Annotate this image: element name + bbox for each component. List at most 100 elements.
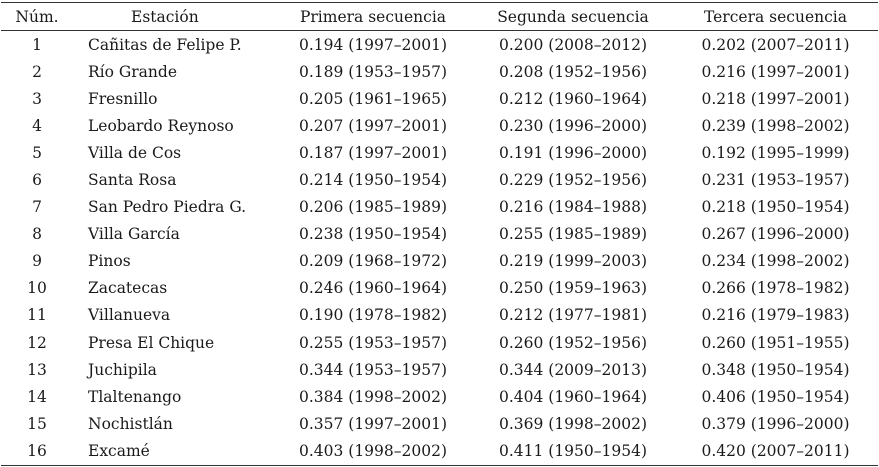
cell-num: 4 — [32, 116, 42, 135]
header-primera: Primera secuencia — [299, 7, 447, 26]
cell-segunda: 0.229 (1952–1956) — [498, 171, 648, 190]
cell-estacion: Juchipila — [88, 360, 157, 379]
cell-estacion: Tlaltenango — [88, 387, 182, 406]
cell-segunda: 0.219 (1999–2003) — [498, 252, 648, 271]
table-row: 13 Juchipila 0.344 (1953–1957) 0.344 (2009–… — [1, 356, 878, 383]
cell-segunda: 0.212 (1960–1964) — [498, 89, 648, 108]
cell-tercera: 0.216 (1997–2001) — [701, 62, 850, 81]
cell-tercera: 0.239 (1998–2002) — [701, 116, 850, 135]
cell-estacion: Río Grande — [88, 62, 177, 81]
cell-tercera: 0.218 (1950–1954) — [701, 198, 850, 217]
cell-estacion: Cañitas de Felipe P. — [88, 35, 242, 54]
cell-primera: 0.214 (1950–1954) — [298, 171, 448, 190]
cell-primera: 0.255 (1953–1957) — [298, 333, 448, 352]
cell-estacion: Leobardo Reynoso — [88, 116, 234, 135]
cell-segunda: 0.216 (1984–1988) — [498, 198, 648, 217]
cell-estacion: Santa Rosa — [88, 171, 177, 190]
cell-segunda: 0.411 (1950–1954) — [498, 441, 648, 460]
cell-num: 1 — [32, 35, 42, 54]
cell-num: 2 — [32, 62, 42, 81]
cell-primera: 0.190 (1978–1982) — [298, 306, 448, 325]
cell-primera: 0.207 (1997–2001) — [298, 116, 448, 135]
table-row: 14 Tlaltenango 0.384 (1998–2002) 0.404 (196… — [1, 383, 878, 410]
cell-num: 3 — [32, 89, 42, 108]
cell-num: 9 — [32, 252, 42, 271]
cell-primera: 0.194 (1997–2001) — [298, 35, 448, 54]
table-row: 9 Pinos 0.209 (1968–1972) 0.219 (1999–2003)… — [1, 248, 878, 275]
cell-num: 14 — [27, 387, 47, 406]
cell-num: 6 — [32, 171, 42, 190]
cell-num: 13 — [27, 360, 47, 379]
cell-segunda: 0.212 (1977–1981) — [498, 306, 648, 325]
cell-tercera: 0.234 (1998–2002) — [701, 252, 850, 271]
cell-segunda: 0.200 (2008–2012) — [498, 35, 648, 54]
table-row: 4 Leobardo Reynoso 0.207 (1997–2001) 0.230 … — [1, 112, 878, 139]
cell-segunda: 0.344 (2009–2013) — [498, 360, 648, 379]
table-row: 16 Excamé 0.403 (1998–2002) 0.411 (1950–195… — [1, 437, 878, 465]
cell-tercera: 0.202 (2007–2011) — [701, 35, 850, 54]
cell-num: 15 — [27, 414, 47, 433]
cell-segunda: 0.369 (1998–2002) — [498, 414, 648, 433]
cell-estacion: Pinos — [88, 252, 131, 271]
cell-primera: 0.206 (1985–1989) — [298, 198, 448, 217]
cell-tercera: 0.420 (2007–2011) — [701, 441, 850, 460]
header-estacion: Estación — [131, 7, 199, 26]
table-row: 6 Santa Rosa 0.214 (1950–1954) 0.229 (1952–… — [1, 166, 878, 193]
cell-tercera: 0.379 (1996–2000) — [701, 414, 850, 433]
cell-estacion: Villanueva — [88, 306, 171, 325]
cell-segunda: 0.404 (1960–1964) — [498, 387, 648, 406]
header-segunda: Segunda secuencia — [497, 7, 649, 26]
cell-tercera: 0.216 (1979–1983) — [701, 306, 850, 325]
cell-tercera: 0.260 (1951–1955) — [701, 333, 850, 352]
cell-segunda: 0.191 (1996–2000) — [498, 143, 648, 162]
table-row: 10 Zacatecas 0.246 (1960–1964) 0.250 (1959–… — [1, 275, 878, 302]
header-num: Núm. — [15, 7, 59, 26]
table-row: 1 Cañitas de Felipe P. 0.194 (1997–2001) 0.… — [1, 31, 878, 59]
cell-primera: 0.187 (1997–2001) — [298, 143, 448, 162]
cell-num: 8 — [32, 225, 42, 244]
cell-segunda: 0.230 (1996–2000) — [498, 116, 648, 135]
cell-primera: 0.189 (1953–1957) — [298, 62, 448, 81]
cell-primera: 0.205 (1961–1965) — [298, 89, 448, 108]
cell-segunda: 0.250 (1959–1963) — [498, 279, 648, 298]
cell-segunda: 0.208 (1952–1956) — [498, 62, 648, 81]
table-row: 8 Villa García 0.238 (1950–1954) 0.255 (198… — [1, 221, 878, 248]
cell-tercera: 0.192 (1995–1999) — [701, 143, 850, 162]
cell-primera: 0.246 (1960–1964) — [298, 279, 448, 298]
cell-estacion: Nochistlán — [88, 414, 173, 433]
cell-estacion: Zacatecas — [88, 279, 168, 298]
cell-segunda: 0.255 (1985–1989) — [498, 225, 648, 244]
cell-estacion: Excamé — [88, 441, 150, 460]
cell-estacion: Villa García — [88, 225, 180, 244]
cell-num: 7 — [32, 198, 42, 217]
cell-primera: 0.209 (1968–1972) — [298, 252, 448, 271]
cell-estacion: Villa de Cos — [88, 143, 182, 162]
table-row: 11 Villanueva 0.190 (1978–1982) 0.212 (1977… — [1, 302, 878, 329]
cell-primera: 0.238 (1950–1954) — [298, 225, 448, 244]
cell-num: 16 — [27, 441, 47, 460]
cell-segunda: 0.260 (1952–1956) — [498, 333, 648, 352]
cell-estacion: San Pedro Piedra G. — [88, 198, 247, 217]
cell-primera: 0.357 (1997–2001) — [298, 414, 448, 433]
cell-tercera: 0.231 (1953–1957) — [701, 171, 850, 190]
cell-estacion: Presa El Chique — [88, 333, 215, 352]
table-header: Núm. Estación Primera secuencia Segunda … — [1, 2, 878, 31]
cell-num: 5 — [32, 143, 42, 162]
table-row: 15 Nochistlán 0.357 (1997–2001) 0.369 (1998… — [1, 410, 878, 437]
table-row: 5 Villa de Cos 0.187 (1997–2001) 0.191 (199… — [1, 139, 878, 166]
cell-primera: 0.384 (1998–2002) — [298, 387, 448, 406]
table-row: 3 Fresnillo 0.205 (1961–1965) 0.212 (1960–1… — [1, 85, 878, 112]
cell-primera: 0.403 (1998–2002) — [298, 441, 448, 460]
table-row: 7 San Pedro Piedra G. 0.206 (1985–1989) 0.2… — [1, 194, 878, 221]
cell-tercera: 0.406 (1950–1954) — [701, 387, 850, 406]
cell-num: 11 — [27, 306, 47, 325]
header-row: Núm. Estación Primera secuencia Segunda … — [1, 2, 878, 31]
table-body: 1 Cañitas de Felipe P. 0.194 (1997–2001) 0.… — [1, 31, 878, 465]
cell-num: 10 — [27, 279, 47, 298]
cell-tercera: 0.218 (1997–2001) — [701, 89, 850, 108]
cell-estacion: Fresnillo — [88, 89, 158, 108]
cell-num: 12 — [27, 333, 47, 352]
table-row: 2 Río Grande 0.189 (1953–1957) 0.208 (1952–… — [1, 58, 878, 85]
